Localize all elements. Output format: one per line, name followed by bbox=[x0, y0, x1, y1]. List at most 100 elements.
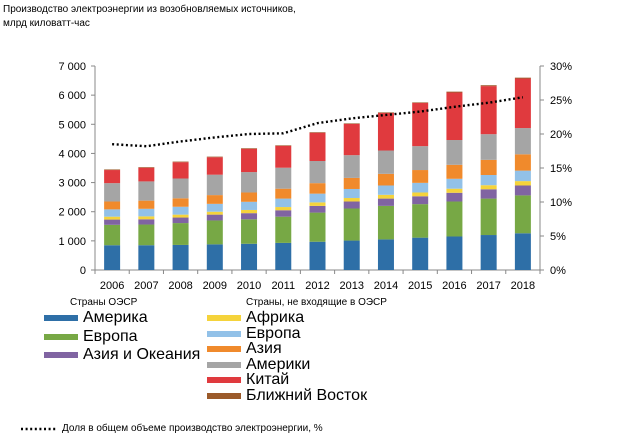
legend-swatch bbox=[44, 352, 78, 358]
bar-segment bbox=[377, 150, 394, 174]
bar-segment bbox=[343, 240, 360, 270]
share-line-path bbox=[112, 96, 524, 148]
bar-segment bbox=[514, 128, 531, 155]
bar-segment bbox=[275, 242, 292, 270]
bar-segment bbox=[241, 172, 258, 193]
bar-segment bbox=[138, 216, 155, 220]
bar-segment bbox=[138, 224, 155, 246]
bar-segment bbox=[138, 181, 155, 201]
legend-item: Америка bbox=[44, 309, 148, 326]
legend-item: Азия и Океания bbox=[44, 346, 200, 363]
x-tick-label: 2017 bbox=[476, 280, 500, 292]
bar-segment bbox=[343, 198, 360, 202]
x-tick-label: 2011 bbox=[271, 280, 295, 292]
y-tick-label: 5 000 bbox=[58, 119, 86, 131]
share-line bbox=[112, 96, 524, 148]
bar-segment bbox=[514, 181, 531, 186]
bar-segment bbox=[172, 198, 189, 207]
bar-segment bbox=[412, 196, 429, 205]
bar-segment bbox=[138, 200, 155, 209]
bar-segment bbox=[377, 173, 394, 186]
bar-segment bbox=[104, 224, 121, 246]
bar-segment bbox=[206, 244, 223, 270]
bar-segment bbox=[241, 243, 258, 270]
bar-segment bbox=[412, 204, 429, 238]
bar-segment bbox=[309, 205, 326, 213]
bar-segment bbox=[206, 203, 223, 212]
bar-segment bbox=[172, 214, 189, 218]
bar-segment bbox=[241, 148, 258, 173]
bar-segment bbox=[138, 245, 155, 270]
legend-label: Африка bbox=[246, 309, 305, 326]
bar-segment bbox=[309, 193, 326, 203]
bar-segment bbox=[104, 209, 121, 217]
bar-segment bbox=[206, 214, 223, 221]
bar-segment bbox=[275, 207, 292, 211]
bar-segment bbox=[206, 156, 223, 158]
bar-segment bbox=[206, 157, 223, 175]
bar-segment bbox=[241, 192, 258, 202]
legend-label: Китай bbox=[246, 371, 290, 388]
bar-segment bbox=[275, 145, 292, 146]
bars bbox=[104, 77, 531, 270]
y-tick-label: 4 000 bbox=[58, 148, 86, 160]
bar-segment bbox=[514, 77, 531, 79]
legend-item: Азия bbox=[207, 340, 282, 357]
x-tick-label: 2006 bbox=[100, 280, 124, 292]
bar-segment bbox=[377, 112, 394, 151]
legend-swatch bbox=[207, 392, 241, 399]
bar-segment bbox=[104, 183, 121, 202]
bar-segment bbox=[480, 134, 497, 160]
legend-item: Европа bbox=[44, 328, 138, 345]
bar-segment bbox=[412, 170, 429, 183]
bar-segment bbox=[309, 132, 326, 133]
bar-segment bbox=[206, 211, 223, 215]
x-tick-label: 2015 bbox=[408, 280, 432, 292]
y2-tick-label: 0% bbox=[550, 265, 566, 277]
bar-segment bbox=[241, 201, 258, 210]
bar-segment bbox=[343, 177, 360, 189]
bar-segment bbox=[343, 188, 360, 199]
bar-segment bbox=[104, 201, 121, 210]
bar-segment bbox=[343, 123, 360, 124]
bar-segment bbox=[138, 219, 155, 225]
x-tick-label: 2008 bbox=[168, 280, 192, 292]
bar-segment bbox=[480, 185, 497, 190]
bar-segment bbox=[343, 208, 360, 241]
legend-item: Ближний Восток bbox=[207, 387, 367, 404]
bar-segment bbox=[104, 219, 121, 225]
bar-segment bbox=[275, 145, 292, 168]
bar-segment bbox=[275, 198, 292, 208]
chart-title-line1: Производство электроэнергии из возобновл… bbox=[3, 4, 296, 15]
legend-item: Африка bbox=[207, 309, 305, 326]
bar-segment bbox=[309, 212, 326, 242]
bar-segment bbox=[480, 189, 497, 199]
bar-segment bbox=[446, 192, 463, 202]
bar-segment bbox=[241, 209, 258, 214]
y2-tick-label: 30% bbox=[550, 61, 572, 73]
bar-segment bbox=[446, 91, 463, 93]
legend-swatch bbox=[207, 361, 241, 368]
bar-segment bbox=[206, 220, 223, 245]
legend-item: Европа bbox=[207, 325, 301, 342]
bar-segment bbox=[172, 223, 189, 245]
legend-label: Америка bbox=[83, 309, 148, 326]
bar-segment bbox=[377, 112, 394, 113]
bar-segment bbox=[412, 103, 429, 147]
x-tick-label: 2010 bbox=[237, 280, 261, 292]
bar-segment bbox=[446, 92, 463, 141]
y-tick-label: 6 000 bbox=[58, 90, 86, 102]
renewables-chart: 0 1 000 2 000 3 000 4 000 5 000 6 000 7 000 0% 5%… bbox=[58, 61, 572, 292]
x-tick-label: 2014 bbox=[374, 280, 398, 292]
bar-segment bbox=[480, 235, 497, 270]
legend-item: Америки bbox=[207, 356, 310, 373]
bar-segment bbox=[514, 195, 531, 234]
bar-segment bbox=[480, 174, 497, 186]
bar-segment bbox=[480, 86, 497, 135]
bar-segment bbox=[377, 239, 394, 270]
y-tick-label: 1 000 bbox=[58, 236, 86, 248]
bar-segment bbox=[446, 140, 463, 165]
y2-tick-label: 20% bbox=[550, 129, 572, 141]
bar-segment bbox=[275, 210, 292, 217]
y-tick-label: 3 000 bbox=[58, 178, 86, 190]
